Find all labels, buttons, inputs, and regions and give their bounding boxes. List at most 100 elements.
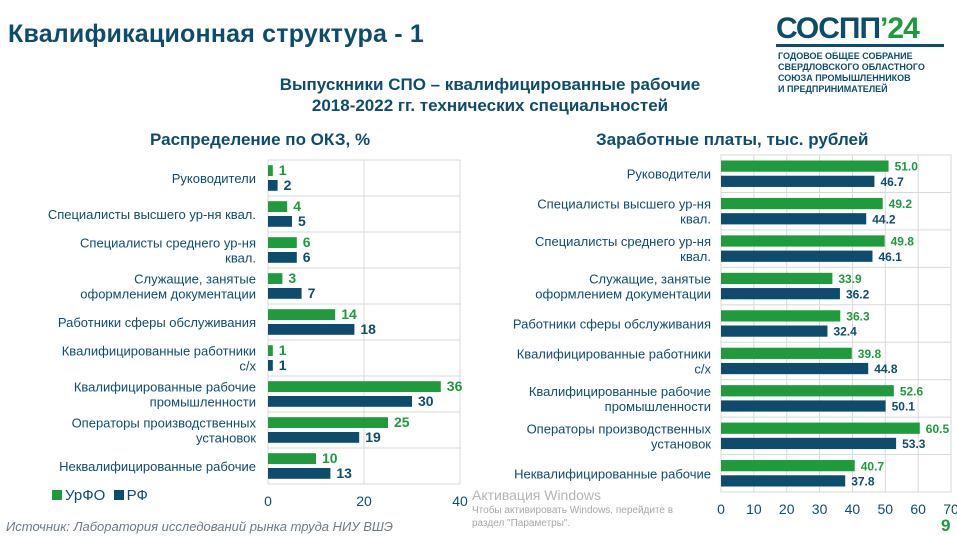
data-label: 49.2	[889, 197, 913, 211]
data-label: 7	[308, 285, 316, 301]
category-label: Операторы производственных	[72, 416, 257, 431]
x-tick-label: 0	[264, 493, 272, 509]
page-number: 9	[941, 516, 951, 535]
data-label: 44.8	[874, 362, 898, 376]
windows-watermark-text: Чтобы активировать Windows, перейдите в …	[472, 505, 674, 529]
bar-rf	[268, 216, 292, 227]
bar-rf	[268, 252, 297, 263]
x-tick-label: 40	[845, 501, 861, 517]
data-label: 40.7	[861, 459, 885, 473]
bar-rf	[268, 432, 360, 443]
bar-urfo	[268, 417, 388, 428]
data-label: 46.1	[878, 250, 902, 264]
category-label: оформлением документации	[535, 287, 711, 302]
data-label: 36	[447, 378, 463, 394]
data-label: 32.4	[833, 325, 857, 339]
left-chart-title: Распределение по ОКЗ, %	[150, 130, 371, 149]
data-label: 1	[279, 162, 287, 178]
category-label: квал.	[225, 251, 256, 266]
bar-urfo	[721, 310, 841, 322]
bar-rf	[721, 362, 869, 375]
category-label: Операторы производственных	[527, 421, 712, 436]
category-label: Специалисты среднего ур-ня	[80, 236, 256, 251]
category-label: с/х	[239, 359, 256, 374]
x-tick-label: 20	[779, 501, 795, 517]
category-label: Служащие, занятые	[589, 272, 711, 287]
legend-label-urfo: УрФО	[65, 487, 106, 504]
category-label: Неквалифицированные рабочие	[514, 466, 711, 481]
bar-urfo	[268, 345, 273, 356]
bar-urfo	[721, 160, 889, 172]
bar-urfo	[268, 309, 336, 320]
category-label: Специалисты высшего ур-ня	[537, 197, 711, 212]
legend-swatch-rf	[113, 490, 124, 500]
bar-urfo	[721, 422, 920, 434]
bar-urfo	[268, 453, 316, 464]
bar-rf	[721, 400, 886, 412]
bar-urfo	[721, 272, 833, 285]
x-tick-label: 0	[717, 501, 725, 517]
category-label: оформлением документации	[80, 287, 256, 302]
bar-urfo	[268, 273, 283, 284]
bar-rf	[721, 475, 846, 487]
x-tick-label: 60	[910, 501, 926, 517]
right-chart-title: Заработные платы, тыс. рублей	[596, 130, 869, 149]
x-tick-label: 30	[812, 501, 828, 517]
logo-underline	[776, 44, 944, 47]
bar-urfo	[721, 347, 852, 359]
legend-label-rf: РФ	[126, 487, 148, 504]
data-label: 1	[279, 357, 287, 373]
slide-subtitle: Выпускники СПО – квалифицированные рабоч…	[279, 75, 701, 115]
category-label: установок	[196, 431, 256, 446]
bar-rf	[268, 360, 273, 371]
data-label: 53.3	[902, 437, 926, 451]
category-label: с/х	[694, 361, 711, 376]
data-label: 50.1	[892, 400, 916, 414]
x-tick-label: 10	[746, 501, 762, 517]
legend: УрФО РФ	[52, 487, 148, 504]
data-label: 6	[303, 234, 311, 250]
data-label: 14	[341, 306, 357, 322]
category-label: промышленности	[605, 399, 711, 414]
bar-rf	[268, 396, 412, 407]
x-tick-label: 70	[943, 501, 957, 517]
page-title: Квалификационная структура - 1	[8, 20, 424, 48]
category-label: Специалисты среднего ур-ня	[535, 234, 711, 249]
bar-rf	[268, 288, 302, 299]
x-tick-label: 20	[356, 493, 372, 509]
data-label: 6	[303, 249, 311, 265]
category-label: Неквалифицированные рабочие	[59, 459, 256, 474]
category-label: квал.	[680, 249, 711, 264]
bar-urfo	[268, 237, 297, 248]
category-label: Работники сферы обслуживания	[513, 317, 711, 332]
legend-swatch-urfo	[52, 490, 62, 500]
x-tick-label: 50	[877, 501, 893, 517]
data-label: 4	[293, 198, 301, 214]
category-label: Квалифицированные рабочие	[74, 380, 256, 395]
bar-urfo	[721, 197, 883, 210]
bar-urfo	[268, 381, 441, 392]
data-label: 10	[322, 450, 338, 466]
bar-rf	[721, 175, 875, 187]
bar-rf	[721, 250, 873, 262]
bar-rf	[268, 468, 331, 479]
category-label: Квалифицированные работники	[517, 346, 711, 361]
windows-watermark-title: Активация Windows	[472, 487, 602, 503]
category-label: Квалифицированные рабочие	[529, 384, 711, 399]
logo: СОСПП’24	[776, 12, 920, 45]
bar-urfo	[721, 385, 894, 397]
category-label: промышленности	[150, 395, 256, 410]
source-note: Источник: Лаборатория исследований рынка…	[6, 519, 393, 534]
data-label: 36.3	[846, 310, 870, 324]
data-label: 13	[336, 465, 352, 481]
data-label: 44.2	[872, 212, 896, 226]
data-label: 46.7	[880, 175, 904, 189]
data-label: 5	[298, 213, 306, 229]
data-label: 25	[394, 414, 410, 430]
bar-rf	[721, 213, 867, 225]
data-label: 3	[288, 270, 296, 286]
category-label: квал.	[680, 212, 711, 227]
bar-urfo	[721, 460, 855, 472]
data-label: 19	[365, 429, 381, 445]
